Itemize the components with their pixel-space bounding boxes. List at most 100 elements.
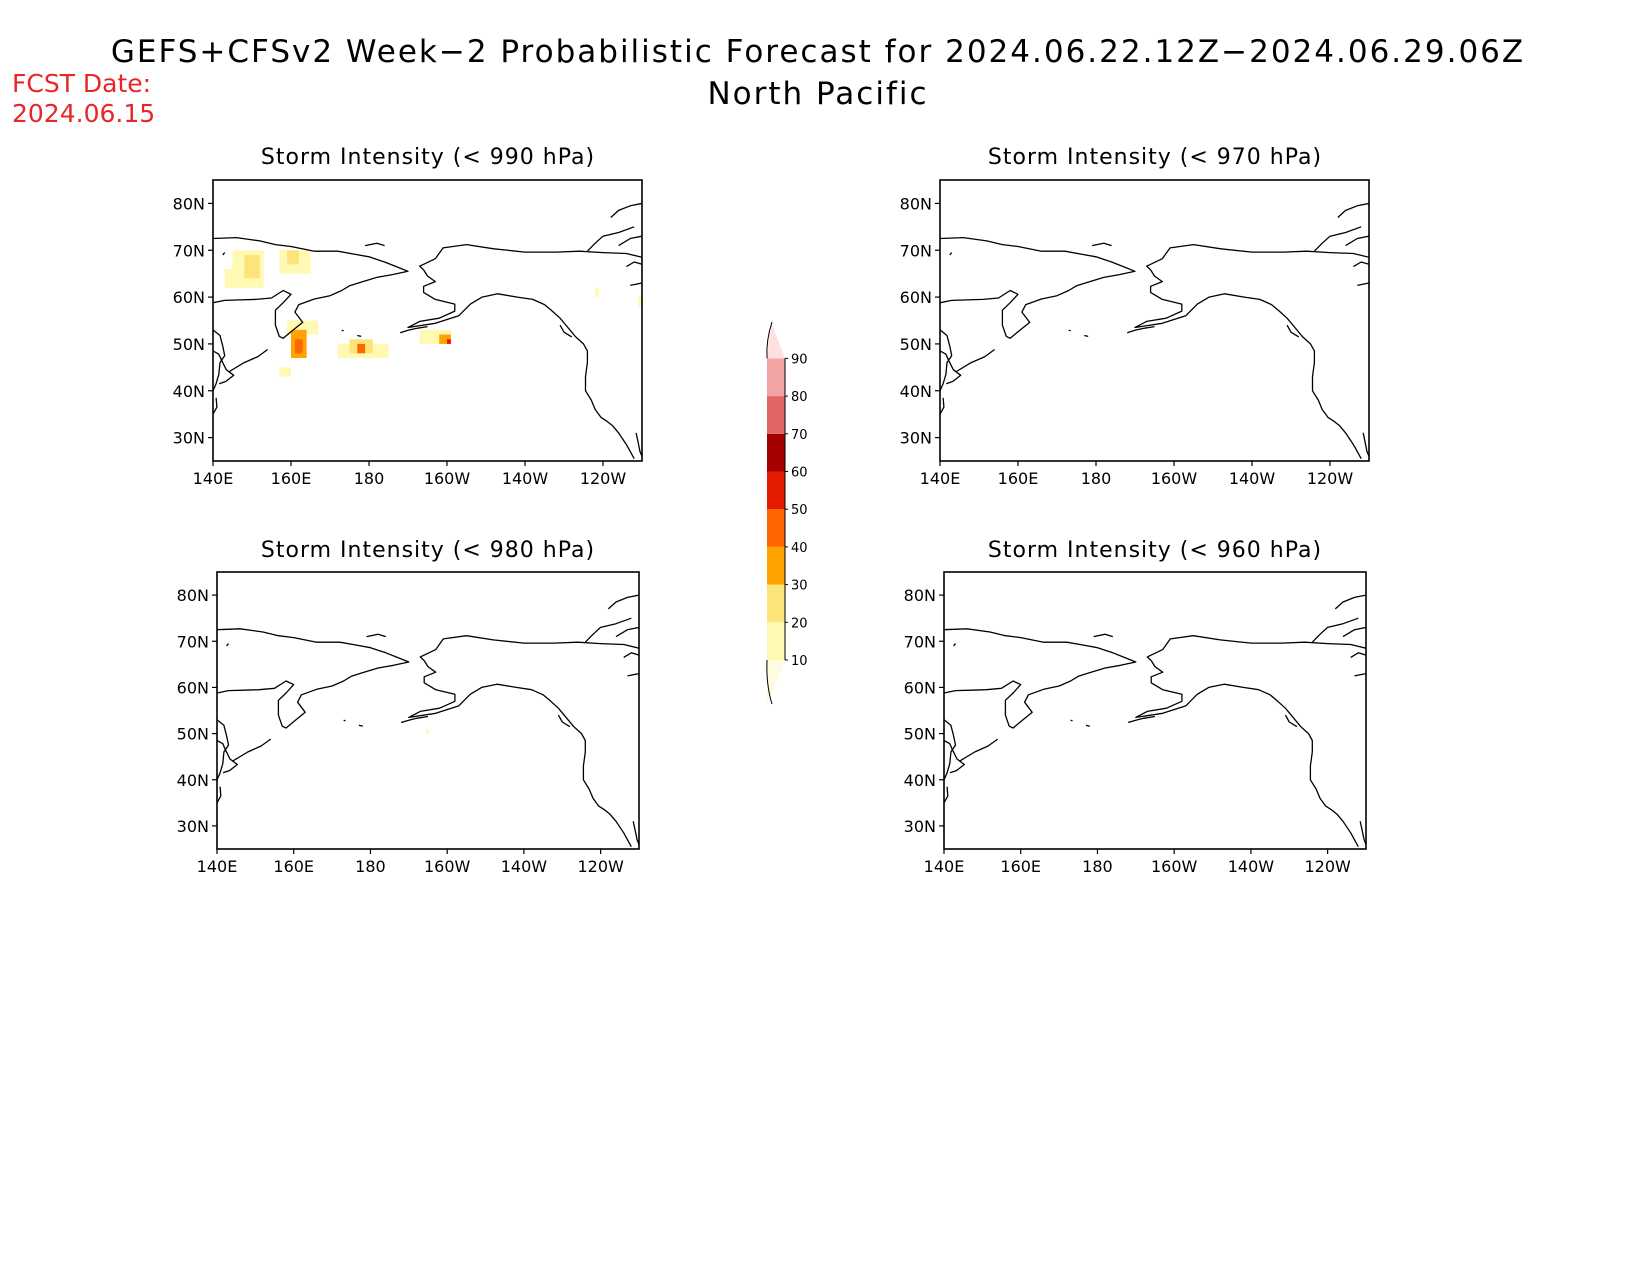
coastline <box>557 714 571 728</box>
coastline <box>213 397 218 415</box>
coastline <box>1093 633 1113 638</box>
x-tick-label: 140W <box>1229 469 1276 488</box>
y-tick-label: 30N <box>900 429 932 448</box>
coastline <box>1342 626 1366 638</box>
panel-title: Storm Intensity (< 970 hPa) <box>988 145 1322 170</box>
coastline <box>940 236 1136 339</box>
coastline <box>944 739 965 774</box>
coastline <box>1359 821 1366 845</box>
coastline <box>400 325 428 334</box>
y-tick-label: 80N <box>900 194 932 213</box>
colorbar-segment <box>767 509 785 547</box>
y-tick-label: 40N <box>173 382 205 401</box>
colorbar-lower-edge <box>766 659 773 705</box>
coastline <box>1345 235 1369 247</box>
coastline <box>343 719 346 722</box>
coastline <box>940 397 945 415</box>
coastline <box>1362 432 1369 457</box>
coastline <box>1334 594 1366 610</box>
colorbar-label: 10 <box>791 654 808 669</box>
map-frame <box>939 179 1370 462</box>
y-tick-label: 50N <box>177 725 209 744</box>
y-tick-label: 70N <box>177 632 209 651</box>
colorbar-label: 70 <box>791 428 808 443</box>
panel-title: Storm Intensity (< 980 hPa) <box>261 538 595 563</box>
coastline <box>958 738 999 762</box>
coastline <box>366 633 386 638</box>
colorbar-segment <box>767 396 785 434</box>
coastline <box>944 628 1137 729</box>
x-tick-label: 180 <box>355 857 386 876</box>
y-tick-label: 60N <box>904 678 936 697</box>
map-frame <box>943 571 1367 850</box>
colorbar-label: 60 <box>791 466 808 481</box>
coastline <box>226 643 230 647</box>
x-tick-label: 160E <box>271 469 312 488</box>
coastline <box>1286 324 1300 338</box>
coastline <box>217 719 230 781</box>
x-tick-label: 180 <box>1082 857 1113 876</box>
coastline <box>944 719 957 781</box>
coastline <box>231 738 272 762</box>
probability-cell <box>244 254 260 279</box>
coastline <box>635 432 642 457</box>
coastline <box>940 350 962 385</box>
coastline <box>626 261 642 268</box>
x-tick-label: 160W <box>1151 469 1198 488</box>
colorbar-label: 90 <box>791 352 808 367</box>
coastline <box>1146 243 1369 271</box>
colorbar-upper-edge <box>766 321 773 359</box>
y-tick-label: 50N <box>904 725 936 744</box>
coastline <box>1127 715 1156 724</box>
coastline <box>1068 329 1071 332</box>
coastline <box>1135 660 1359 848</box>
coastline <box>607 594 639 610</box>
x-tick-label: 140E <box>924 857 965 876</box>
colorbar-label: 40 <box>791 541 808 556</box>
probability-cell <box>638 297 642 307</box>
y-tick-label: 50N <box>900 335 932 354</box>
coastline <box>341 329 344 332</box>
coastline <box>1085 724 1090 727</box>
x-tick-label: 160E <box>1000 857 1041 876</box>
y-tick-label: 40N <box>900 382 932 401</box>
colorbar-label: 80 <box>791 390 808 405</box>
panel-title: Storm Intensity (< 960 hPa) <box>988 538 1322 563</box>
coastline <box>407 269 635 460</box>
fcst-date-label: FCST Date: <box>12 69 151 98</box>
coastline <box>630 282 642 287</box>
x-tick-label: 160W <box>1151 857 1198 876</box>
colorbar-label: 50 <box>791 503 808 518</box>
x-tick-label: 120W <box>580 469 627 488</box>
probability-cell <box>426 728 429 734</box>
y-tick-label: 50N <box>173 335 205 354</box>
probability-cell <box>595 287 600 298</box>
y-tick-label: 60N <box>177 678 209 697</box>
coastline <box>419 635 639 662</box>
coastline <box>1284 714 1298 728</box>
x-tick-label: 140E <box>193 469 234 488</box>
panel-title: Storm Intensity (< 990 hPa) <box>261 145 595 170</box>
colorbar-label: 20 <box>791 616 808 631</box>
colorbar-segment <box>767 584 785 623</box>
coastline <box>400 715 429 724</box>
x-tick-label: 180 <box>1081 469 1112 488</box>
y-tick-label: 80N <box>904 586 936 605</box>
coastline <box>213 350 235 385</box>
y-tick-label: 80N <box>177 586 209 605</box>
coastline <box>217 628 410 729</box>
coastline <box>1350 652 1366 658</box>
colorbar-segment <box>767 546 785 585</box>
colorbar-lower-end <box>767 660 785 704</box>
probability-cell <box>287 250 299 265</box>
coastline <box>1311 617 1359 643</box>
map-panel: Storm Intensity (< 980 hPa) 140E 160E 180 16… <box>177 538 640 876</box>
map-frame <box>212 179 643 462</box>
colorbar-segment <box>767 471 785 510</box>
coastline <box>953 643 957 647</box>
coastline <box>408 660 632 848</box>
coastline <box>949 252 953 256</box>
coastline <box>627 672 639 677</box>
y-tick-label: 70N <box>173 241 205 260</box>
coastline <box>1127 325 1155 334</box>
